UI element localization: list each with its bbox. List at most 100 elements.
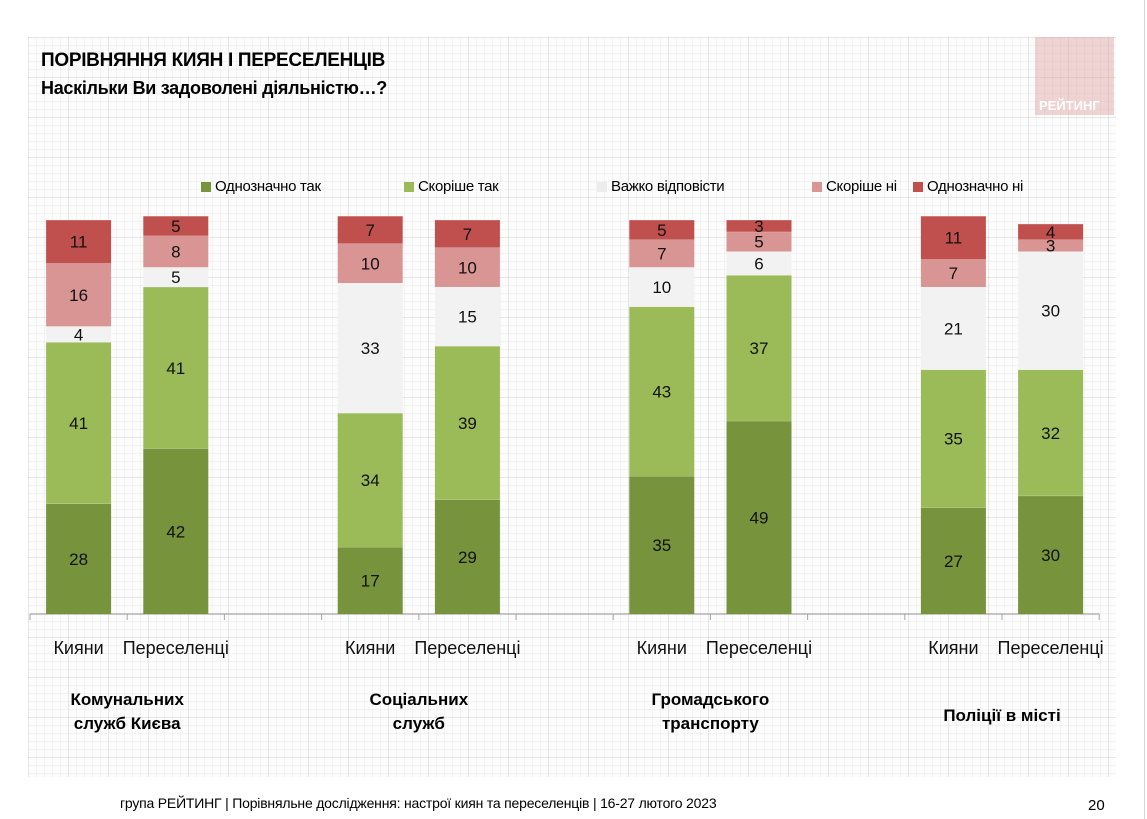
bar-segment-rather-yes <box>434 346 500 500</box>
chart-legend: Однозначно так Скоріше так Важко відповіст… <box>0 178 1147 198</box>
group-label-line: транспорту <box>661 714 759 733</box>
data-label: 33 <box>361 339 380 358</box>
legend-swatch <box>597 181 607 192</box>
data-label: 6 <box>754 254 763 273</box>
bar-segment-definitely-yes <box>337 547 403 614</box>
data-label: 8 <box>171 243 180 262</box>
bar-2-0: 35 43 10 7 5 <box>629 219 695 614</box>
bar-segment-definitely-no <box>434 220 500 248</box>
bar-segment-definitely-yes <box>143 448 209 614</box>
page-number: 20 <box>1088 797 1105 814</box>
data-label: 27 <box>944 552 963 571</box>
bar-segment-definitely-no <box>143 216 209 236</box>
data-label: 10 <box>652 278 671 297</box>
bar-segment-rather-no <box>434 247 500 287</box>
legend-swatch <box>913 181 923 192</box>
bar-segment-hard-to-say <box>337 283 403 414</box>
data-label: 11 <box>70 233 88 252</box>
data-label: 7 <box>657 244 666 263</box>
data-label: 35 <box>944 430 963 449</box>
bar-segment-definitely-no <box>920 216 986 260</box>
bar-segment-rather-no <box>726 231 792 252</box>
bar-segment-definitely-yes <box>1018 495 1084 614</box>
bar-segment-hard-to-say <box>629 267 695 307</box>
bar-segment-hard-to-say <box>434 286 500 347</box>
data-label: 30 <box>1041 302 1060 321</box>
bar-segment-definitely-yes <box>726 420 792 614</box>
data-label: 30 <box>1041 546 1060 565</box>
bar-segment-rather-yes <box>143 286 209 449</box>
data-label: 21 <box>944 319 963 338</box>
bar-segment-definitely-yes <box>46 503 112 614</box>
category-label: Переселенці <box>998 638 1104 658</box>
category-label: Кияни <box>345 638 395 658</box>
bar-segment-hard-to-say <box>920 286 986 370</box>
legend-item-rather-no: Скоріше ні <box>812 178 897 195</box>
bar-3-1: 30 32 30 34 <box>1018 223 1084 614</box>
data-label: 41 <box>166 359 185 378</box>
slide-border <box>1144 0 1145 819</box>
data-label: 28 <box>69 550 88 569</box>
bar-0-1: 42 41 5 8 5 <box>143 215 209 614</box>
data-label: 37 <box>750 339 769 358</box>
data-label: 3 <box>754 217 763 236</box>
data-label: 4 <box>74 325 83 344</box>
group-label: Соціальних служб <box>319 688 519 736</box>
data-label: 16 <box>69 286 88 305</box>
legend-swatch <box>404 181 414 192</box>
bar-segment-definitely-no <box>337 216 403 244</box>
category-label: Кияни <box>637 638 687 658</box>
bar-segment-definitely-yes <box>434 499 500 614</box>
bar-segment-definitely-no <box>1018 223 1084 240</box>
bar-segment-rather-no <box>629 239 695 268</box>
bar-3-0: 27 35 21 7 11 <box>920 215 986 614</box>
bar-segment-rather-yes <box>726 275 792 421</box>
legend-item-hard-to-say: Важко відповісти <box>597 178 725 195</box>
legend-item-rather-yes: Скоріше так <box>404 178 499 195</box>
category-label: Переселенці <box>706 638 812 658</box>
bar-segment-rather-yes <box>920 369 986 508</box>
data-label: 42 <box>166 522 185 541</box>
legend-label: Скоріше так <box>418 178 499 195</box>
data-label: 34 <box>361 471 380 490</box>
group-label: Поліції в місті <box>902 704 1102 728</box>
group-label-line: Громадського <box>651 690 770 709</box>
legend-item-definitely-no: Однозначно ні <box>913 178 1023 195</box>
data-label: 39 <box>458 414 477 433</box>
legend-label: Однозначно ні <box>927 178 1024 195</box>
legend-label: Важко відповісти <box>611 178 725 195</box>
group-label: Громадського транспорту <box>610 688 810 736</box>
bar-segment-rather-yes <box>629 306 695 477</box>
bar-segment-rather-no <box>337 243 403 284</box>
data-label: 3 <box>1046 237 1055 256</box>
group-label-line: служб <box>392 714 445 733</box>
group-label-line: Комунальних <box>70 690 184 709</box>
data-label: 5 <box>657 221 666 240</box>
legend-label: Скоріше ні <box>826 178 897 195</box>
group-label-line: Поліції в місті <box>943 706 1061 725</box>
data-label: 49 <box>750 508 769 527</box>
category-label: Переселенці <box>414 638 520 658</box>
group-label-line: служб Києва <box>73 714 181 733</box>
bar-segment-rather-yes <box>46 342 112 504</box>
group-label-line: Соціальних <box>369 690 469 709</box>
bar-segment-rather-yes <box>337 413 403 548</box>
bar-segment-rather-no <box>46 263 112 327</box>
data-label: 7 <box>463 225 472 244</box>
bar-segment-rather-no <box>143 235 209 268</box>
data-label: 43 <box>652 382 671 401</box>
data-label: 7 <box>365 221 374 240</box>
bar-segment-rather-no <box>1018 239 1084 252</box>
bar-1-0: 17 34 33 10 7 <box>337 215 403 614</box>
bar-segment-definitely-yes <box>629 476 695 614</box>
bar-segment-hard-to-say <box>143 267 209 287</box>
data-label: 17 <box>361 572 380 591</box>
data-label: 5 <box>171 217 180 236</box>
bar-segment-hard-to-say <box>726 251 792 276</box>
bar-segment-hard-to-say <box>1018 251 1084 370</box>
data-label: 15 <box>458 308 477 327</box>
data-label: 7 <box>949 264 958 283</box>
data-label: 5 <box>171 268 180 287</box>
legend-swatch <box>201 181 211 192</box>
bar-1-1: 29 39 15 10 7 <box>434 219 500 614</box>
